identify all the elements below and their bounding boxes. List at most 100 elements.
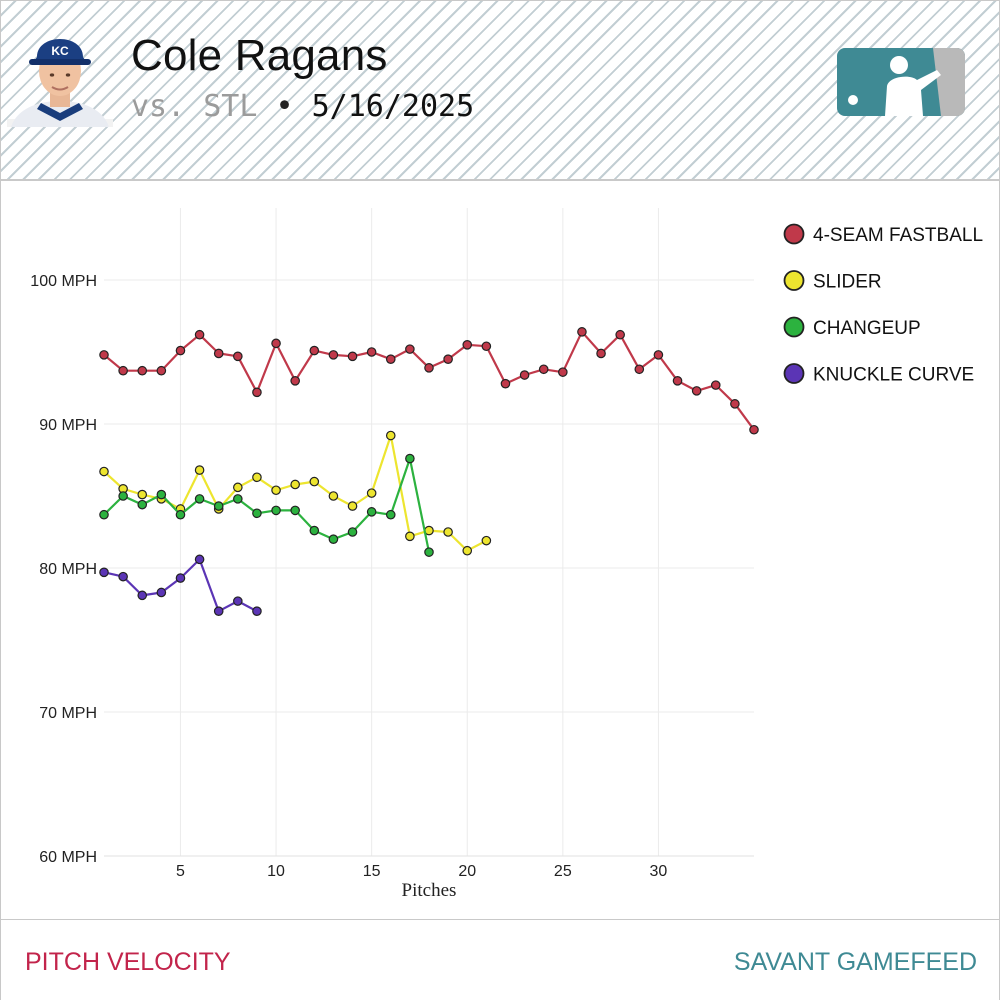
data-point[interactable] [634,364,645,375]
data-point[interactable] [347,527,358,537]
data-point[interactable] [710,380,721,390]
y-tick-label: 80 MPH [39,561,97,578]
data-point[interactable] [290,479,300,490]
data-point[interactable] [137,499,148,510]
data-point[interactable] [99,466,109,477]
legend-item[interactable]: CHANGEUP [783,316,921,340]
data-point[interactable] [328,534,339,544]
data-point[interactable] [481,341,492,352]
data-point[interactable] [271,338,281,349]
data-point[interactable] [653,350,664,360]
data-point[interactable] [328,350,339,360]
data-point[interactable] [99,350,109,360]
data-point[interactable] [328,491,339,501]
data-point[interactable] [175,509,186,520]
data-point[interactable] [118,571,128,582]
data-point[interactable] [137,590,148,601]
data-point[interactable] [213,606,224,616]
data-point[interactable] [596,348,606,359]
data-point[interactable] [271,485,281,496]
data-point[interactable] [233,596,243,606]
cap-crown [33,39,87,63]
series-knuckle-curve [99,554,262,616]
data-point[interactable] [194,554,205,565]
data-point[interactable] [538,364,549,375]
series-lines [99,327,759,616]
data-point[interactable] [156,587,167,598]
data-point[interactable] [99,567,109,578]
data-point[interactable] [194,329,205,340]
legend-swatch [783,363,805,384]
data-point[interactable] [347,351,358,362]
data-point[interactable] [213,501,224,511]
data-point[interactable] [730,399,740,409]
velocity-chart: 60 MPH 70 MPH 80 MPH 90 MPH 100 MPH 5 10 15 20 25… [30,208,984,901]
data-point[interactable] [558,367,568,377]
opponent-label: vs. STL [131,89,258,124]
data-point[interactable] [424,363,434,373]
data-point[interactable] [290,376,300,386]
data-point[interactable] [137,489,148,500]
data-point[interactable] [462,340,473,350]
data-point[interactable] [749,424,759,435]
x-tick-label: 20 [458,863,476,880]
data-point[interactable] [462,545,473,556]
data-point[interactable] [290,505,300,516]
data-point[interactable] [443,527,453,537]
data-point[interactable] [385,509,396,520]
data-point[interactable] [194,465,205,475]
data-point[interactable] [118,491,128,501]
data-point[interactable] [252,472,262,483]
data-point[interactable] [385,354,396,364]
series-line [103,330,755,431]
data-point[interactable] [309,345,320,356]
data-point[interactable] [137,365,148,376]
data-point[interactable] [366,488,377,498]
data-point[interactable] [347,501,358,511]
data-point[interactable] [309,525,320,536]
player-name: Cole Ragans [131,31,388,80]
data-point[interactable] [156,489,167,500]
x-tick-label: 25 [554,863,572,880]
data-point[interactable] [691,386,702,396]
data-point[interactable] [615,329,625,340]
data-point[interactable] [175,573,186,583]
data-point[interactable] [233,351,243,362]
legend-label: KNUCKLE CURVE [813,365,974,386]
y-tick-label: 90 MPH [39,417,97,434]
series-line [103,457,431,553]
data-point[interactable] [99,509,109,520]
legend-item[interactable]: KNUCKLE CURVE [783,363,975,386]
data-point[interactable] [672,376,683,386]
data-point[interactable] [175,345,186,356]
data-point[interactable] [271,505,281,516]
data-point[interactable] [252,508,262,519]
footer: PITCH VELOCITY SAVANT GAMEFEED [1,919,999,1000]
data-point[interactable] [194,494,205,504]
data-point[interactable] [443,354,453,364]
data-point[interactable] [233,482,243,493]
data-point[interactable] [156,365,167,376]
data-point[interactable] [252,606,262,616]
legend-item[interactable]: SLIDER [783,270,882,293]
data-point[interactable] [577,327,587,337]
header: KC Cole Ragans vs. STL • 5/16/2025 [1,1,999,181]
data-point[interactable] [233,494,243,504]
data-point[interactable] [405,453,415,464]
data-point[interactable] [405,531,415,542]
data-point[interactable] [481,535,492,546]
data-point[interactable] [118,365,128,376]
legend-item[interactable]: 4-SEAM FASTBALL [783,223,984,247]
data-point[interactable] [519,370,530,380]
data-point[interactable] [213,348,224,359]
data-point[interactable] [500,378,511,389]
data-point[interactable] [405,344,415,354]
data-point[interactable] [252,387,262,398]
legend-label: CHANGEUP [813,318,921,339]
data-point[interactable] [366,347,377,357]
data-point[interactable] [309,476,320,487]
legend-swatch [783,223,805,245]
data-point[interactable] [385,430,396,441]
data-point[interactable] [366,507,377,517]
data-point[interactable] [424,547,434,557]
